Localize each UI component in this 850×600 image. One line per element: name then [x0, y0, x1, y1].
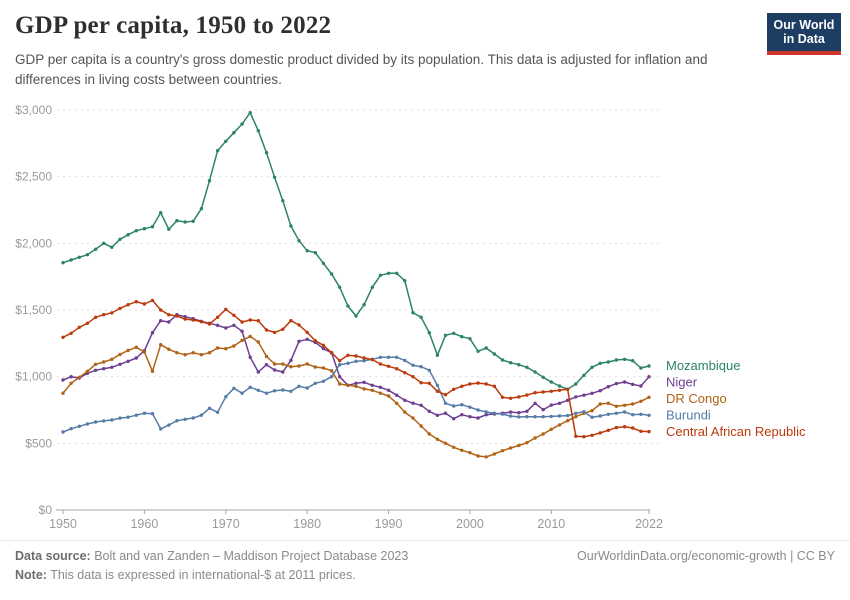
markers-burundi — [61, 355, 651, 434]
owid-logo[interactable]: Our World in Data — [767, 13, 841, 55]
legend-label-central-african-republic[interactable]: Central African Republic — [666, 424, 806, 439]
markers-niger — [61, 313, 651, 421]
markers-mozambique — [61, 111, 651, 391]
note-label: Note: — [15, 568, 47, 582]
legend-label-mozambique[interactable]: Mozambique — [666, 358, 740, 373]
data-source-text: Bolt and van Zanden – Maddison Project D… — [90, 549, 409, 563]
x-tick-label-1960: 1960 — [130, 517, 158, 531]
y-tick-label-1500: $1,500 — [15, 303, 52, 317]
chart-header: GDP per capita, 1950 to 2022 GDP per cap… — [0, 0, 850, 95]
note-line: Note: This data is expressed in internat… — [15, 568, 356, 582]
legend-label-burundi[interactable]: Burundi — [666, 408, 711, 423]
markers-central-african-republic — [61, 298, 651, 439]
chart-subtitle: GDP per capita is a country's gross dome… — [15, 52, 708, 88]
note-text: This data is expressed in international-… — [46, 568, 356, 582]
line-chart-canvas[interactable]: $0 $500 $1,000 $1,500 $2,000 $2,500 $3,000 1950… — [0, 95, 850, 540]
y-tick-label-2500: $2,500 — [15, 170, 52, 184]
data-source-line: Data source: Bolt and van Zanden – Maddi… — [15, 549, 408, 563]
data-source-label: Data source: — [15, 549, 91, 563]
y-tick-label-0: $0 — [39, 503, 53, 517]
x-tick-label-1980: 1980 — [293, 517, 321, 531]
page-title: GDP per capita, 1950 to 2022 — [15, 12, 332, 39]
chart-area[interactable]: $0 $500 $1,000 $1,500 $2,000 $2,500 $3,000 1950… — [0, 95, 850, 540]
x-tick-label-2010: 2010 — [537, 517, 565, 531]
x-tick-label-2000: 2000 — [456, 517, 484, 531]
x-tick-label-1970: 1970 — [212, 517, 240, 531]
y-tick-label-3000: $3,000 — [15, 103, 52, 117]
y-tick-label-1000: $1,000 — [15, 370, 52, 384]
markers-dr-congo — [61, 334, 651, 459]
legend-label-niger[interactable]: Niger — [666, 375, 698, 390]
owid-logo-line2: in Data — [783, 32, 825, 46]
x-tick-label-1950: 1950 — [49, 517, 77, 531]
x-tick-label-2022: 2022 — [635, 517, 663, 531]
chart-footer: Data source: Bolt and van Zanden – Maddi… — [0, 540, 850, 600]
owid-logo-line1: Our World — [773, 17, 835, 32]
x-tick-label-1990: 1990 — [375, 517, 403, 531]
legend-label-dr-congo[interactable]: DR Congo — [666, 391, 727, 406]
y-tick-label-2000: $2,000 — [15, 236, 52, 250]
y-tick-label-500: $500 — [25, 436, 52, 450]
rights-attribution[interactable]: OurWorldinData.org/economic-growth | CC … — [577, 549, 835, 563]
line-mozambique[interactable] — [62, 111, 650, 391]
